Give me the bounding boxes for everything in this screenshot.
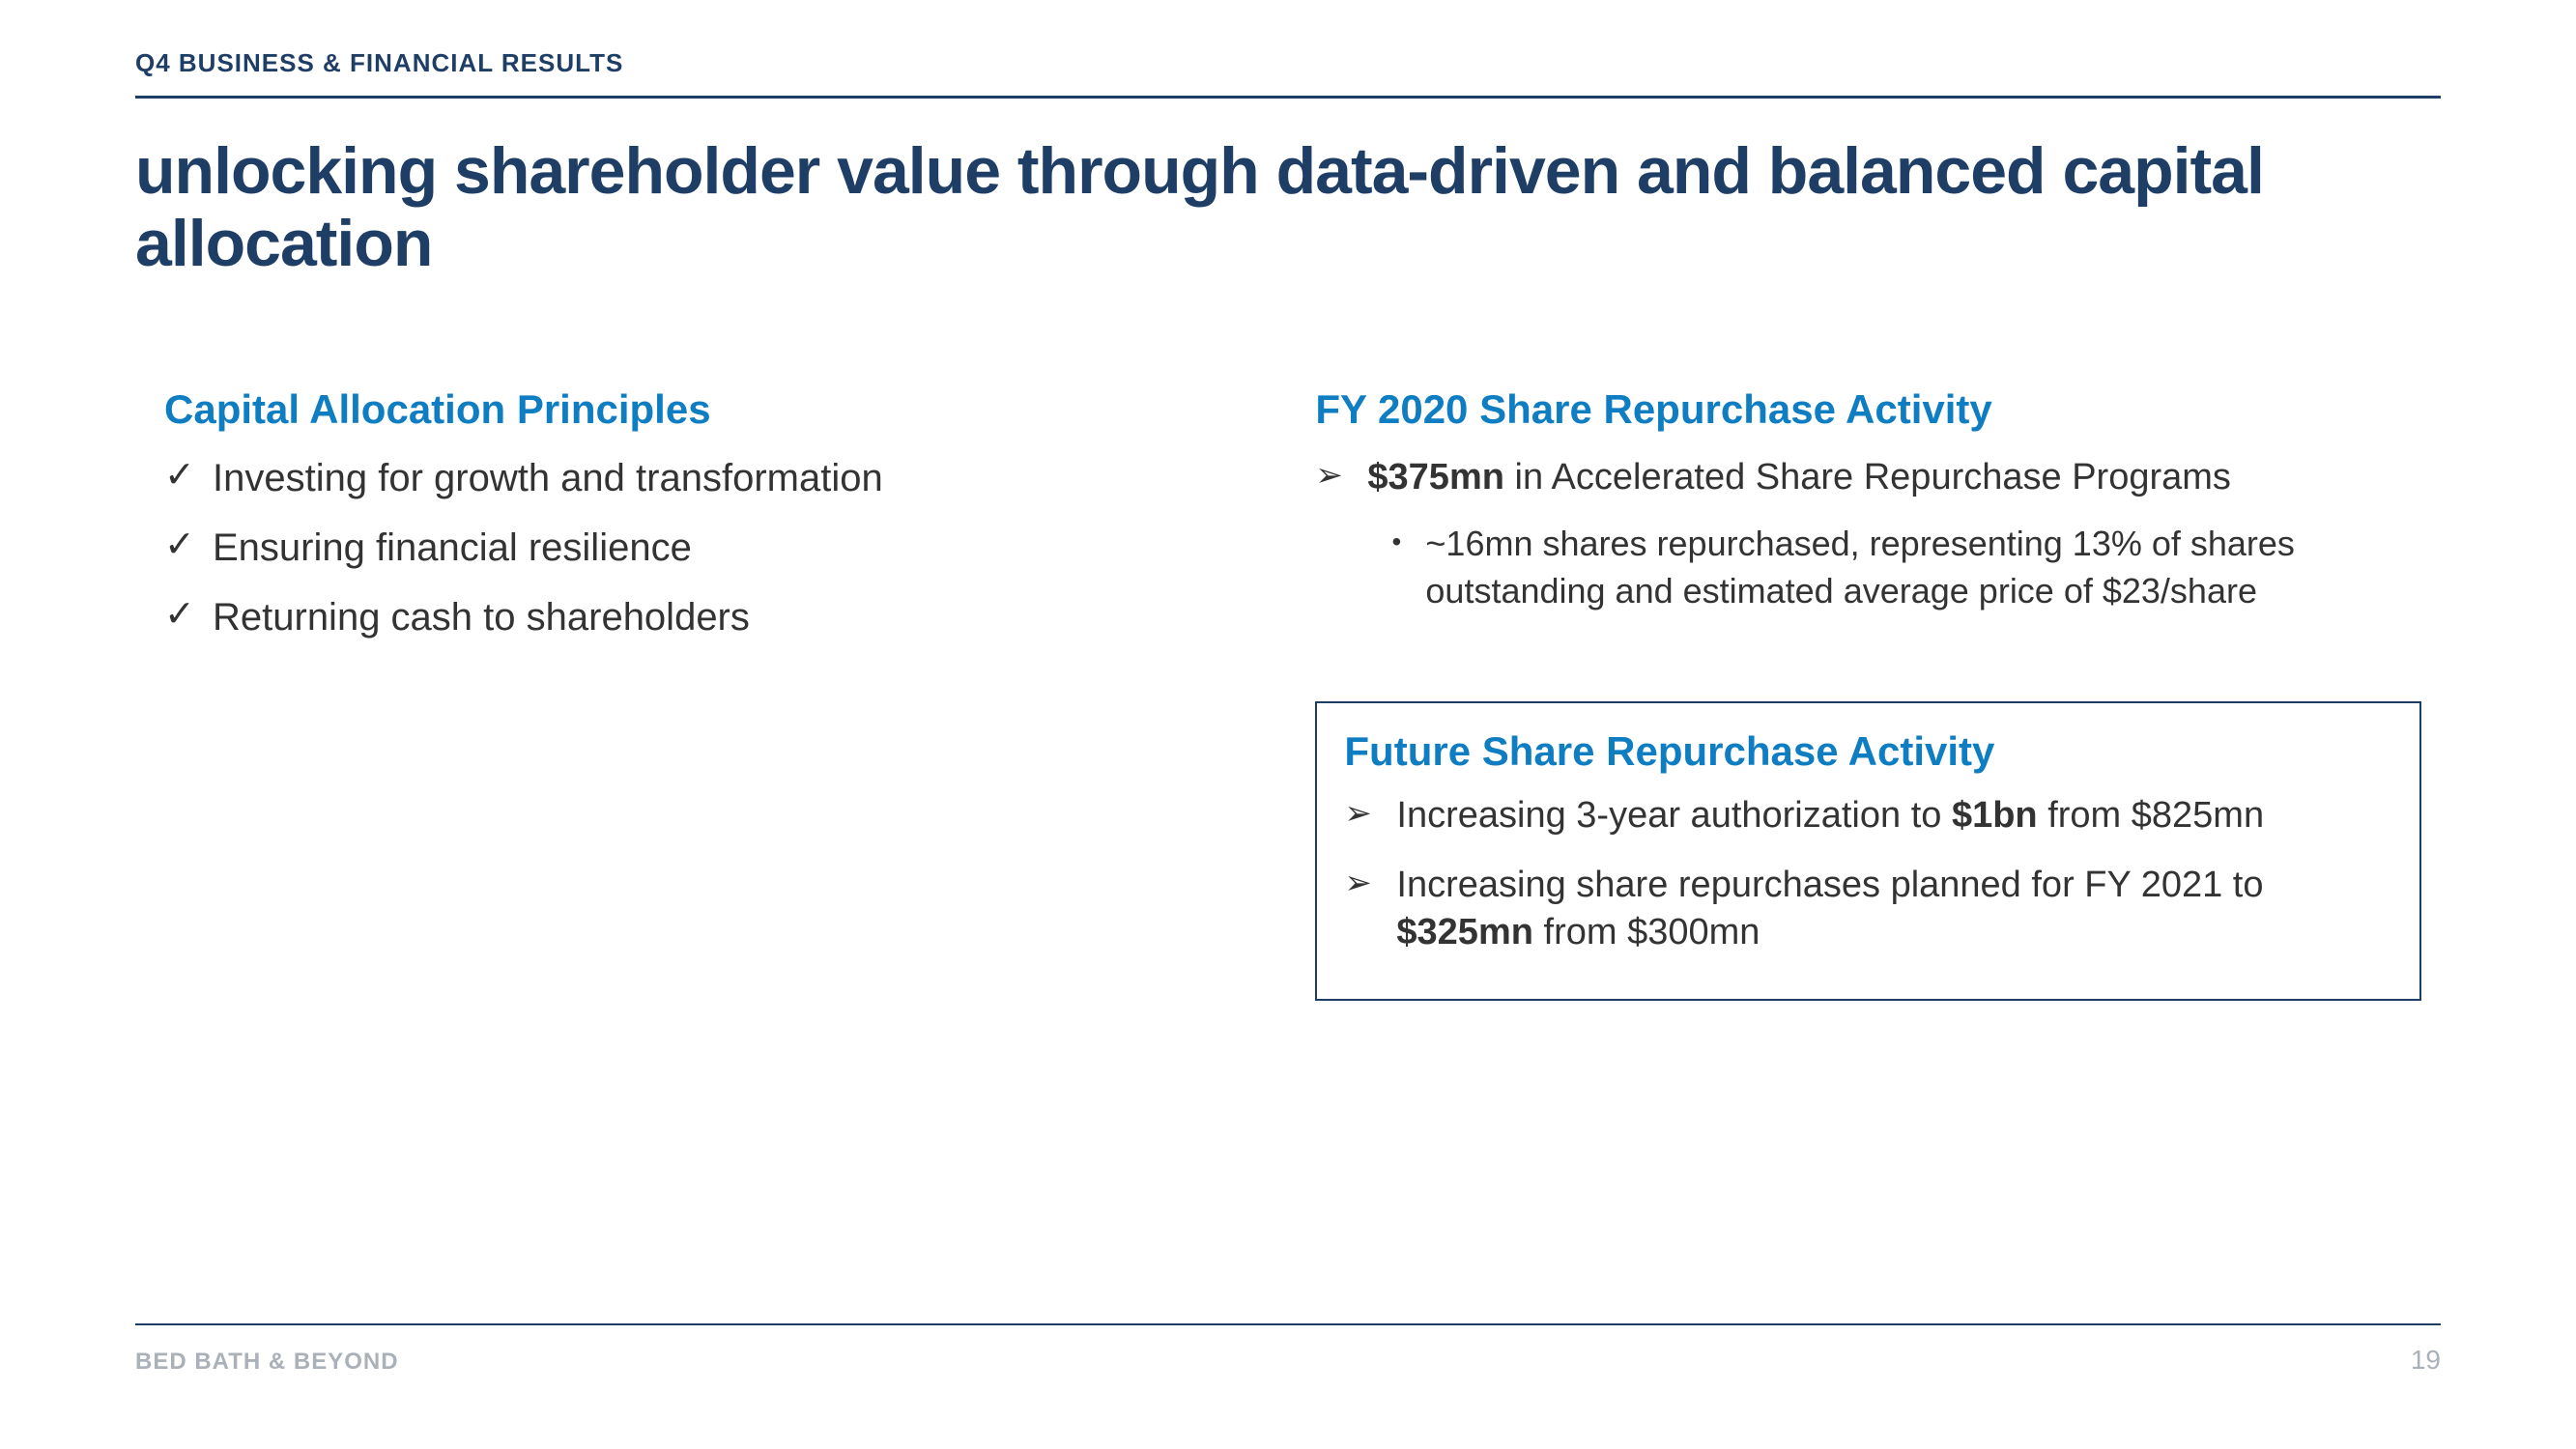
checkmark-icon: ✓ (164, 593, 213, 638)
footer-brand: BED BATH & BEYOND (135, 1349, 399, 1376)
left-column: Capital Allocation Principles ✓ Investin… (135, 386, 1218, 1002)
list-item-text: Investing for growth and transformation (213, 454, 883, 502)
checkmark-icon: ✓ (164, 454, 213, 498)
principles-heading: Capital Allocation Principles (164, 386, 1218, 433)
list-item: ✓ Investing for growth and transformatio… (164, 454, 1218, 502)
arrow-icon: ➢ (1344, 862, 1396, 906)
list-item: ➢ $375mn in Accelerated Share Repurchase… (1315, 454, 2421, 627)
future-activity-box: Future Share Repurchase Activity ➢ Incre… (1315, 701, 2421, 1001)
list-item-text: Increasing 3-year authorization to $1bn … (1396, 795, 2264, 836)
slide-title: unlocking shareholder value through data… (135, 135, 2441, 280)
list-item: ✓ Returning cash to shareholders (164, 593, 1218, 641)
arrow-icon: ➢ (1344, 792, 1396, 837)
slide-container: Q4 BUSINESS & FINANCIAL RESULTS unlockin… (0, 0, 2576, 1449)
fy2020-list: ➢ $375mn in Accelerated Share Repurchase… (1315, 454, 2421, 627)
list-item: ➢ Increasing 3-year authorization to $1b… (1344, 792, 2392, 839)
checkmark-icon: ✓ (164, 524, 213, 568)
list-item-text: $375mn in Accelerated Share Repurchase P… (1367, 457, 2231, 497)
list-item-text: ~16mn shares repurchased, representing 1… (1425, 521, 2421, 614)
list-item-text: Increasing share repurchases planned for… (1396, 865, 2263, 952)
section-label: Q4 BUSINESS & FINANCIAL RESULTS (135, 48, 2441, 99)
footer-divider (135, 1323, 2441, 1325)
sub-list: • ~16mn shares repurchased, representing… (1367, 521, 2421, 614)
bullet-icon: • (1367, 521, 1425, 564)
content-columns: Capital Allocation Principles ✓ Investin… (135, 386, 2441, 1002)
list-item: ✓ Ensuring financial resilience (164, 524, 1218, 572)
arrow-icon: ➢ (1315, 454, 1367, 498)
list-item: ➢ Increasing share repurchases planned f… (1344, 862, 2392, 957)
future-list: ➢ Increasing 3-year authorization to $1b… (1344, 792, 2392, 956)
list-item-text: Returning cash to shareholders (213, 593, 750, 641)
list-item: • ~16mn shares repurchased, representing… (1367, 521, 2421, 614)
principles-list: ✓ Investing for growth and transformatio… (164, 454, 1218, 641)
fy2020-heading: FY 2020 Share Repurchase Activity (1315, 386, 2421, 433)
list-item-text: Ensuring financial resilience (213, 524, 692, 572)
right-column: FY 2020 Share Repurchase Activity ➢ $375… (1315, 386, 2441, 1002)
future-heading: Future Share Repurchase Activity (1344, 728, 2392, 775)
page-number: 19 (2411, 1345, 2441, 1376)
